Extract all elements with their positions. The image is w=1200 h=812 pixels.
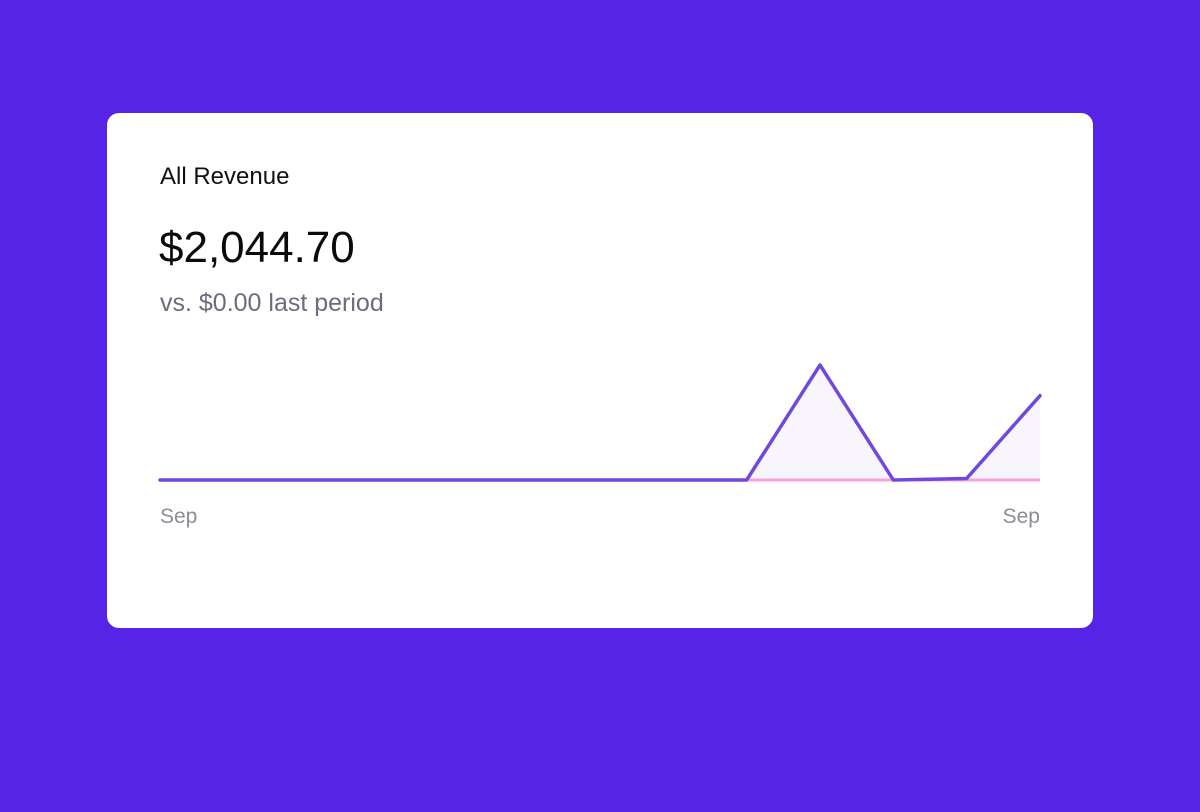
comparison-text: vs. $0.00 last period bbox=[160, 289, 384, 317]
x-tick-label-start: Sep bbox=[160, 505, 197, 528]
card-title: All Revenue bbox=[160, 163, 290, 190]
revenue-chart-svg: Sep Sep bbox=[158, 363, 1042, 528]
current-series-line bbox=[158, 363, 1042, 482]
revenue-chart: Sep Sep bbox=[158, 353, 1042, 543]
revenue-card: All Revenue $2,044.70 vs. $0.00 last per… bbox=[107, 113, 1093, 628]
x-tick-label-end: Sep bbox=[1003, 505, 1040, 528]
revenue-amount: $2,044.70 bbox=[159, 223, 355, 272]
current-series-area bbox=[160, 365, 1040, 480]
